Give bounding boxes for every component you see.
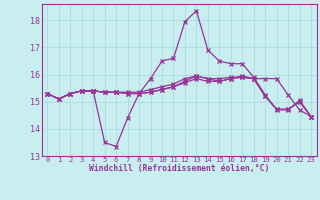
X-axis label: Windchill (Refroidissement éolien,°C): Windchill (Refroidissement éolien,°C) bbox=[89, 164, 269, 173]
